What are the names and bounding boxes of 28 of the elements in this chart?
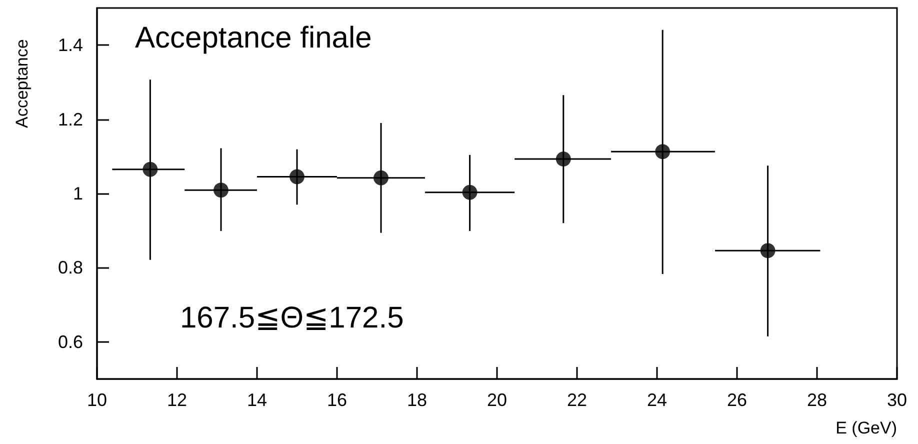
x-tick-label: 14: [246, 390, 268, 410]
x-tick-label: 12: [166, 390, 188, 410]
y-tick-label: 1.2: [58, 109, 83, 130]
y-tick-label: 1.4: [58, 35, 83, 56]
point: [462, 184, 478, 200]
y-tick-label: 0.6: [58, 332, 83, 352]
x-tick-label: 10: [86, 390, 108, 410]
y-tick-label: 0.8: [58, 258, 83, 278]
x-tick-label: 20: [486, 390, 508, 410]
point: [760, 243, 776, 258]
point: [290, 169, 304, 184]
x-tick-label: 24: [646, 390, 668, 410]
x-tick-label: 18: [406, 390, 428, 410]
y-axis-title: Acceptance: [12, 39, 32, 128]
point: [214, 182, 228, 198]
x-tick-label: 30: [886, 390, 908, 410]
chart-title: Acceptance finale: [135, 22, 372, 54]
point: [374, 170, 388, 186]
x-tick-label: 28: [806, 390, 828, 410]
x-tick-label: 22: [566, 390, 588, 410]
x-tick-label: 26: [726, 390, 748, 410]
x-tick-label: 16: [326, 390, 348, 410]
point: [142, 162, 158, 177]
y-tick-label: 1: [72, 184, 83, 204]
annotation: 167.5≦Θ≦172.5: [180, 302, 404, 334]
x-axis-title: E (GeV): [836, 418, 897, 438]
point: [655, 144, 670, 160]
point: [556, 152, 571, 166]
